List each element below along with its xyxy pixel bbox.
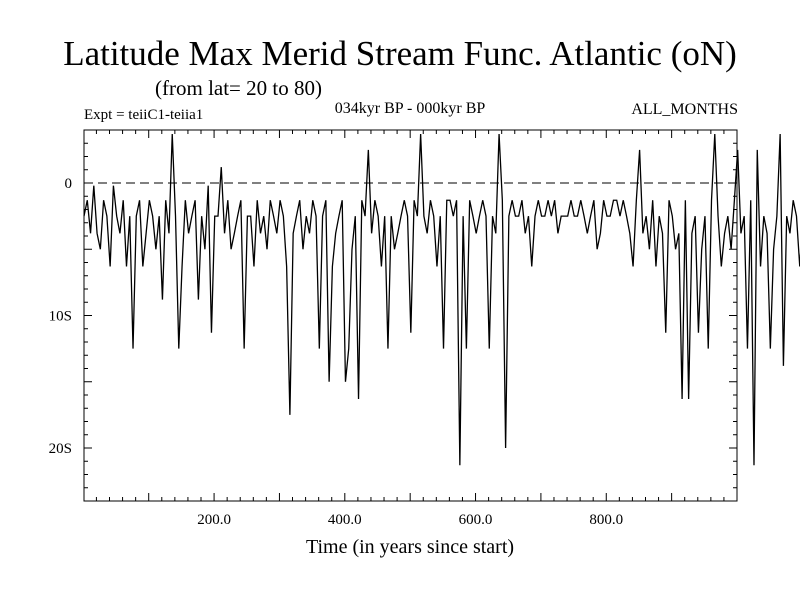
chart-subtitle: (from lat= 20 to 80) (155, 76, 322, 100)
y-tick-label: 10S (49, 309, 72, 325)
months-label: ALL_MONTHS (631, 101, 738, 118)
x-tick-label: 400.0 (328, 512, 362, 528)
period-label: 034kyr BP - 000kyr BP (334, 100, 486, 117)
series-line-0 (83, 133, 800, 466)
x-tick-label: 200.0 (197, 512, 231, 528)
axis-layer: 200.0 400.0 600.0 800.0 0 10S 20S (49, 129, 738, 528)
experiment-label: Expt = teiiC1-teiia1 (84, 107, 204, 123)
x-tick-label: 800.0 (589, 512, 623, 528)
x-axis-label: Time (in years since start) (305, 536, 515, 558)
x-tick-label: 600.0 (459, 512, 493, 528)
y-tick-label: 0 (65, 176, 73, 192)
chart-title: Latitude Max Merid Stream Func. Atlantic… (63, 34, 737, 73)
series-layer (83, 133, 800, 466)
y-tick-label: 20S (49, 441, 72, 457)
